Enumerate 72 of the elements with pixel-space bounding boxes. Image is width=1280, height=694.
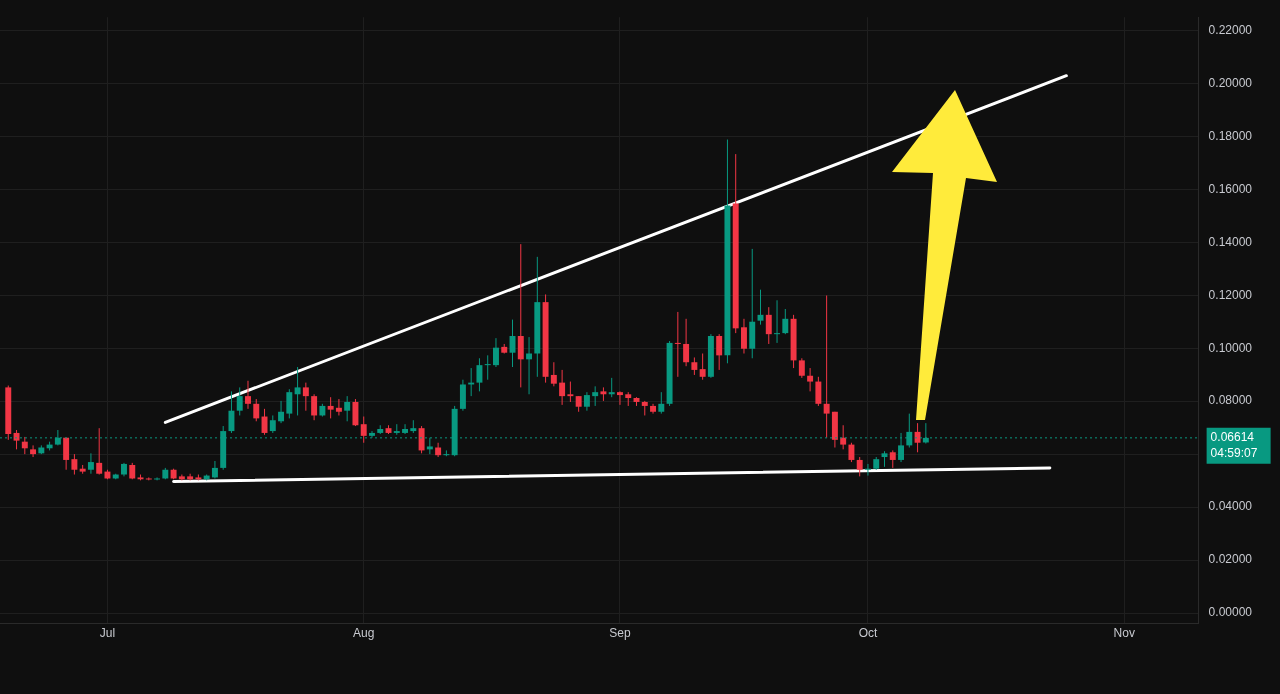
candlestick [699, 353, 706, 381]
candlestick [302, 382, 309, 412]
candlestick [716, 333, 723, 371]
x-tick-label: Nov [1113, 626, 1135, 641]
y-tick-label: 0.20000 [1208, 75, 1253, 90]
candlestick [856, 456, 863, 477]
candlestick [286, 388, 293, 419]
candlestick [798, 357, 805, 379]
candlestick [674, 311, 681, 378]
candlestick [435, 442, 442, 458]
x-tick-label: Sep [609, 626, 631, 641]
candlestick [782, 308, 789, 335]
candlestick [617, 390, 623, 406]
candlestick [211, 460, 218, 479]
x-tick-label: Jul [99, 626, 116, 641]
candlestick [418, 425, 425, 454]
candlestick [245, 380, 251, 410]
candlestick [30, 444, 37, 458]
candlestick [840, 424, 847, 450]
candlestick [592, 385, 599, 407]
candlestick [583, 391, 590, 412]
candlestick [864, 463, 871, 477]
y-tick-label: 0.00000 [1208, 605, 1253, 620]
candlestick [228, 390, 235, 434]
candlestick [823, 295, 830, 439]
y-tick-label: 0.08000 [1208, 393, 1253, 408]
y-tick-label: 0.22000 [1208, 22, 1253, 37]
candlestick [87, 452, 94, 475]
candlestick [807, 367, 814, 392]
candlestick [63, 437, 70, 471]
candlestick [311, 393, 318, 421]
ref-line-label: 0.06614 [1210, 430, 1255, 445]
x-tick-label: Oct [858, 626, 878, 641]
candlestick [154, 476, 161, 481]
candlestick [567, 381, 574, 403]
candlestick [550, 361, 557, 387]
x-tick-label: Aug [353, 626, 375, 641]
candlestick [484, 354, 491, 381]
candlestick [848, 442, 855, 463]
y-tick-label: 0.12000 [1208, 287, 1253, 302]
candlestick [294, 366, 301, 416]
candlestick [914, 422, 921, 453]
candlestick [658, 391, 665, 415]
y-tick-label: 0.04000 [1208, 499, 1253, 514]
candlestick [344, 395, 351, 422]
candlestick [352, 398, 359, 427]
candlestick [815, 376, 822, 407]
candlestick [236, 386, 243, 416]
candlestick [278, 400, 285, 424]
candlestick [261, 408, 268, 436]
candlestick [493, 337, 499, 368]
candlestick [71, 453, 78, 476]
y-tick-label: 0.18000 [1208, 128, 1253, 143]
y-tick-label: 0.14000 [1208, 234, 1253, 249]
y-tick-label: 0.02000 [1208, 552, 1253, 567]
candlestick [402, 423, 409, 435]
candlestick [741, 318, 747, 354]
y-tick-label: 0.16000 [1208, 181, 1253, 196]
candlestick [253, 398, 260, 422]
candlestick [683, 318, 690, 367]
candlestick [335, 398, 342, 416]
candlestick [608, 377, 615, 398]
candlestick [476, 357, 483, 392]
candlestick [774, 299, 781, 344]
candlestick [559, 369, 566, 406]
candlestick [517, 243, 524, 388]
candlestick [360, 416, 367, 444]
text: 04:59:07 [1210, 446, 1258, 461]
candlestick [765, 306, 772, 345]
candlestick [327, 396, 334, 419]
candlestick [96, 427, 103, 476]
y-tick-label: 0.10000 [1208, 340, 1253, 355]
